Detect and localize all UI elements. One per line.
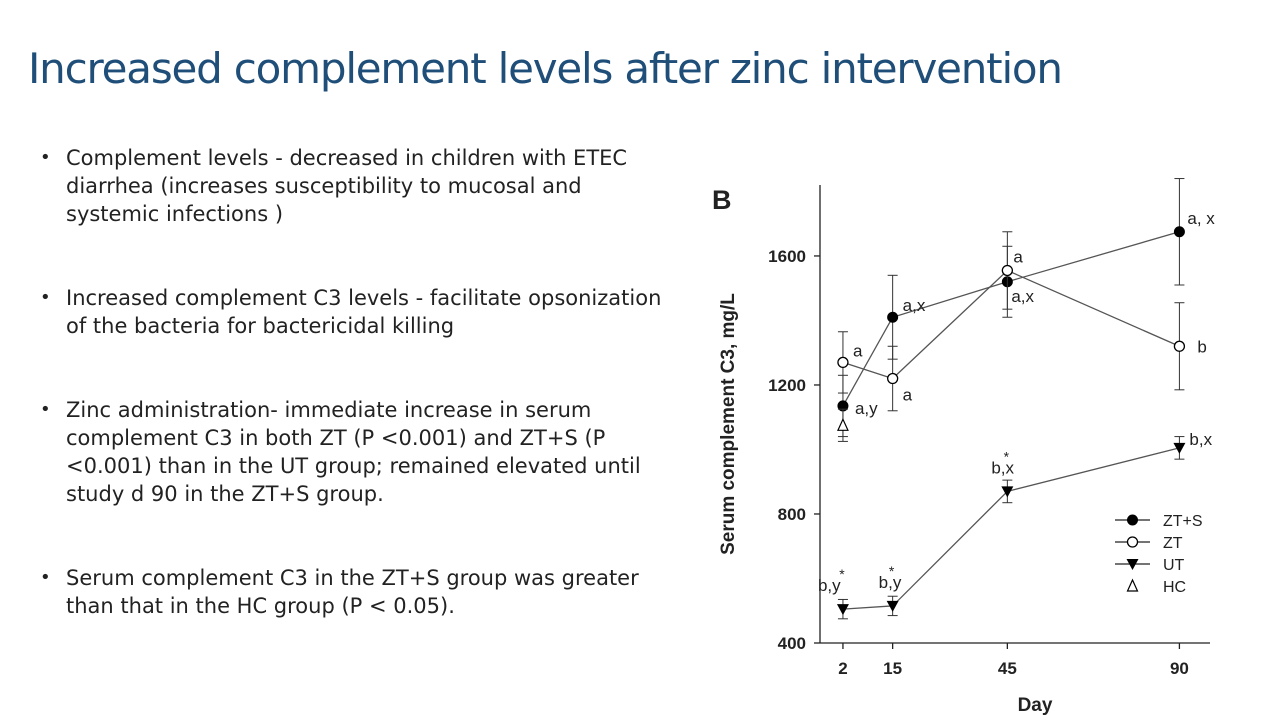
y-tick-label: 800	[778, 505, 806, 524]
panel-label: B	[712, 185, 732, 215]
data-label: b	[1197, 337, 1206, 356]
legend-marker	[1126, 536, 1139, 548]
significance-star: *	[1004, 448, 1010, 464]
data-label: b,y	[879, 573, 902, 592]
data-point	[837, 356, 849, 369]
data-point	[887, 311, 899, 323]
x-tick-label: 15	[883, 659, 902, 678]
bullet-dot: •	[40, 147, 51, 168]
significance-star: *	[889, 563, 895, 579]
data-label: a	[1013, 247, 1023, 266]
y-tick-label: 1600	[768, 247, 806, 266]
bullet-text: Increased complement C3 levels - facilit…	[66, 286, 662, 338]
x-tick-label: 90	[1170, 659, 1189, 678]
bullet-item: • Serum complement C3 in the ZT+S group w…	[40, 564, 680, 620]
data-point	[1173, 226, 1185, 238]
bullet-dot: •	[40, 399, 51, 420]
legend-label: UT	[1163, 557, 1185, 574]
bullet-item: • Complement levels - decreased in childr…	[40, 144, 680, 228]
legend-marker	[1126, 559, 1139, 570]
x-tick-label: 2	[838, 659, 847, 678]
bullet-text: Serum complement C3 in the ZT+S group wa…	[66, 566, 639, 618]
y-axis-label: Serum complement C3, mg/L	[718, 293, 739, 555]
series-line	[842, 231, 1180, 407]
data-label: b,x	[991, 458, 1014, 477]
bullet-item: • Increased complement C3 levels - facili…	[40, 284, 680, 340]
data-label: b,x	[1189, 430, 1212, 449]
data-label: a,y	[855, 399, 878, 418]
x-axis-label: Day	[1018, 695, 1053, 715]
data-point	[1173, 442, 1186, 454]
data-label: a,x	[1011, 287, 1034, 306]
x-tick-label: 45	[998, 659, 1017, 678]
legend-label: HC	[1163, 579, 1186, 596]
data-point	[886, 372, 899, 385]
data-label: a	[903, 386, 913, 405]
legend-label: ZT+S	[1163, 513, 1203, 530]
legend-marker	[1127, 514, 1138, 526]
bullet-dot: •	[40, 567, 51, 588]
data-label: b,y	[818, 576, 841, 595]
series-line	[842, 269, 1180, 380]
significance-star: *	[839, 566, 845, 582]
slide-title: Increased complement levels after zinc i…	[28, 44, 1063, 93]
bullet-item: • Zinc administration- immediate increase…	[40, 396, 680, 508]
data-point	[837, 417, 849, 431]
data-label: a	[853, 341, 863, 360]
data-label: a, x	[1187, 209, 1215, 228]
data-label: a,x	[903, 296, 926, 315]
complement-c3-chart: 400 800 1200 1600 2 15 45 90 Day Serum complement…	[712, 178, 1215, 715]
data-point	[1173, 340, 1186, 352]
data-point	[1001, 264, 1014, 277]
y-tick-label: 1200	[768, 376, 806, 395]
bullet-list: • Complement levels - decreased in childr…	[40, 144, 680, 676]
bullet-text: Complement levels - decreased in childre…	[66, 146, 628, 226]
bullet-dot: •	[40, 287, 51, 308]
legend-marker	[1126, 578, 1139, 592]
y-tick-label: 400	[778, 634, 806, 653]
series-line	[842, 447, 1180, 610]
legend-label: ZT	[1163, 535, 1183, 552]
data-point	[886, 600, 899, 612]
bullet-text: Zinc administration- immediate increase …	[66, 398, 641, 506]
data-point	[1001, 486, 1014, 498]
data-point	[836, 604, 849, 616]
